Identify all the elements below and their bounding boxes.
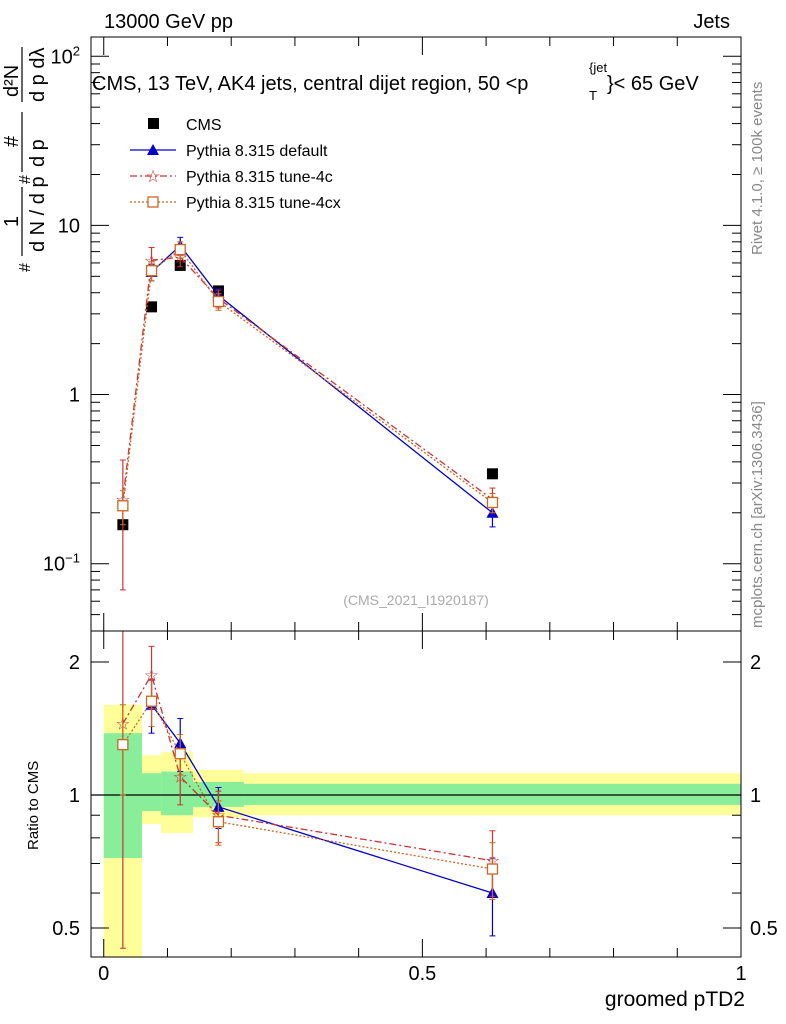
legend-label-default: Pythia 8.315 default [186, 143, 328, 160]
main-ytick-label: 102 [51, 43, 80, 68]
main-ytick-label: 1 [69, 385, 80, 407]
rivet-version-label: Rivet 4.1.0, ≥ 100k events [749, 82, 766, 255]
ylabel-numerator-1: 1 [1, 216, 23, 227]
ratio-series-2 [117, 678, 499, 901]
ratio-band-green [243, 783, 742, 805]
ratio-ytick-label-left: 0.5 [52, 918, 80, 940]
main-ytick-label-base: 10 [58, 215, 80, 237]
beam-label: 13000 GeV pp [104, 11, 233, 33]
main-ytick-label-base: 10 [43, 554, 65, 576]
main-data-point [174, 243, 186, 256]
ratio-ytick-label-left: 2 [69, 652, 80, 674]
main-ytick-label: 10−1 [43, 551, 80, 576]
ylabel-numerator-3: d²N [1, 65, 23, 97]
ratio-uncertainty-bands [91, 704, 742, 957]
main-ytick-label-exponent: 2 [73, 43, 80, 58]
ratio-data-point: ☆ [144, 666, 159, 685]
xtick-label: 0.5 [408, 963, 436, 985]
main-data-point [212, 295, 225, 308]
main-y-axis-label: # 1 d N / d p # # d p d²N d p dλ [1, 47, 49, 272]
ratio-data-point [117, 738, 129, 751]
ratio-ytick-label-right: 0.5 [750, 918, 778, 940]
plot-title-main: CMS, 13 TeV, AK4 jets, central dijet reg… [92, 73, 528, 95]
plot-title-sub: T [589, 88, 597, 103]
ylabel-denominator-3: d p dλ [27, 48, 49, 102]
ratio-band-green [161, 771, 193, 816]
ratio-data-point: ☆ [173, 768, 188, 787]
ylabel-denominator-1: d N / d p [27, 176, 49, 252]
mcplots-label: mcplots.cern.ch [arXiv:1306.3436] [749, 401, 766, 628]
legend-label-tune4cx: Pythia 8.315 tune-4cx [186, 195, 341, 212]
ratio-series-group: ☆☆☆☆☆ [115, 630, 500, 949]
main-ytick-label-exponent: −1 [65, 551, 80, 566]
main-ytick-label-base: 1 [69, 385, 80, 407]
ratio-data-point [174, 748, 186, 760]
xtick-label: 1 [735, 963, 746, 985]
legend-entry-tune4c: ☆ Pythia 8.315 tune-4c [130, 167, 333, 186]
legend-label-cms: CMS [186, 117, 222, 134]
main-data-point [117, 500, 129, 512]
main-data-point [145, 265, 158, 277]
ratio-ytick-label-left: 1 [69, 785, 80, 807]
ratio-axis-ticks [91, 631, 742, 957]
plot-title: CMS, 13 TeV, AK4 jets, central dijet reg… [92, 73, 528, 95]
legend-marker-tune4c: ☆ [145, 167, 160, 186]
ratio-band-green [141, 773, 162, 812]
ylabel-denominator-2: d p [27, 139, 49, 167]
xtick-label: 0 [98, 963, 109, 985]
legend-marker-default [147, 144, 159, 155]
ratio-y-axis-label: Ratio to CMS [25, 761, 42, 850]
ylabel-hash-2: # [17, 175, 34, 184]
legend-marker-cms [148, 118, 159, 129]
ratio-data-point [212, 816, 225, 828]
main-data-point [486, 468, 498, 480]
x-axis-label: groomed pTD2 [605, 988, 745, 1011]
ratio-axis-tick-labels: 0.5 0.5 1 1 2 2 0 0.5 1 [52, 652, 778, 985]
legend-entry-tune4cx: Pythia 8.315 tune-4cx [130, 195, 341, 212]
reference-label: (CMS_2021_I1920187) [343, 592, 489, 608]
main-ytick-label: 10 [58, 215, 80, 237]
legend-label-tune4c: Pythia 8.315 tune-4c [186, 169, 333, 186]
main-data-point [486, 496, 499, 509]
ratio-data-point [486, 863, 499, 875]
main-ytick-label-base: 10 [51, 46, 73, 68]
legend-entry-cms: CMS [148, 117, 222, 134]
main-series-group: ☆☆☆☆☆ [115, 236, 500, 591]
ratio-ytick-label-right: 1 [750, 785, 761, 807]
process-label: Jets [693, 11, 730, 33]
ratio-ytick-label-right: 2 [750, 652, 761, 674]
main-series-3 [117, 241, 499, 526]
main-series-line [122, 256, 493, 500]
plot-title-sup: {jet [589, 60, 607, 75]
legend-entry-default: Pythia 8.315 default [130, 143, 328, 160]
legend: CMS Pythia 8.315 default ☆ Pythia 8.315 … [130, 117, 341, 212]
plot-title-end: }< 65 GeV [607, 73, 699, 95]
ratio-data-point [145, 695, 158, 707]
ylabel-hash-1: # [17, 263, 34, 272]
ratio-plot-frame [90, 630, 742, 958]
main-data-point [146, 301, 158, 313]
legend-marker-tune4cx [147, 196, 159, 208]
ylabel-numerator-2: # [1, 135, 23, 147]
